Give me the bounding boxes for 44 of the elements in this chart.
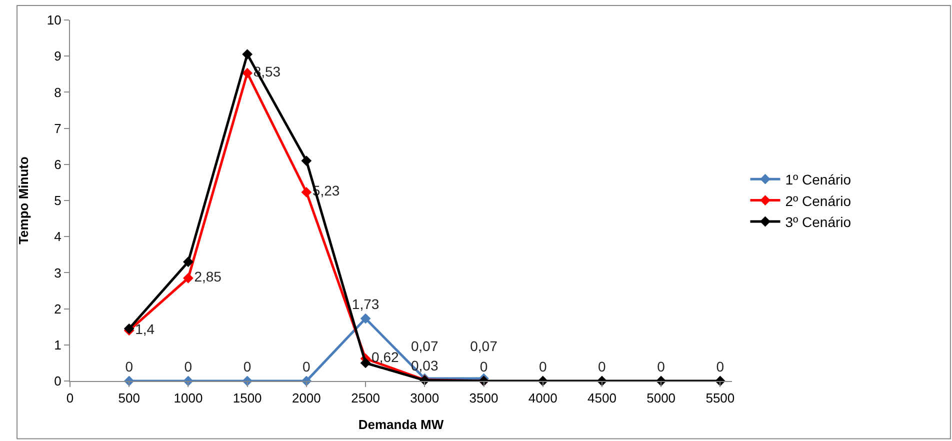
y-tick-label: 10 [46,12,62,28]
y-tick-label: 4 [54,229,62,244]
data-label: 0 [243,358,252,374]
x-tick-label: 0 [66,390,74,406]
y-tick-label: 3 [54,265,62,280]
data-label: 0 [480,358,488,374]
data-label: 1,4 [135,320,155,337]
data-label: 0 [657,358,666,374]
x-tick-label: 1500 [232,390,262,406]
x-tick-label: 4500 [588,390,616,406]
y-tick-label: 0 [54,374,62,389]
data-label: 0,03 [411,357,438,374]
legend-label: 3º Cenário [785,214,852,230]
x-tick-label: 500 [118,390,140,406]
data-label: 0 [538,358,547,374]
x-tick-label: 1000 [174,390,203,406]
x-tick-label: 2000 [292,390,321,406]
y-tick-label: 8 [54,84,62,100]
y-tick-label: 2 [54,301,62,316]
data-label: 1,73 [352,296,380,312]
data-label: 0 [125,358,134,374]
data-label: 0,07 [470,338,498,354]
data-label: 0 [598,358,606,374]
data-label: 0,62 [372,349,399,366]
data-label: 0 [184,358,192,374]
x-axis-title: Demanda MW [358,417,444,432]
x-tick-label: 3500 [469,390,498,406]
data-label: 0 [302,358,311,374]
y-tick-label: 9 [54,48,62,64]
data-label: 2,85 [194,268,222,285]
y-tick-label: 5 [54,193,62,208]
legend-label: 1º Cenário [785,172,852,188]
x-tick-label: 4000 [528,390,558,406]
y-tick-label: 6 [54,156,62,172]
x-tick-label: 2500 [351,390,380,406]
data-label: 0 [716,358,724,374]
x-tick-label: 3000 [410,390,440,406]
x-tick-label: 5500 [706,390,735,406]
y-axis-title: Tempo Minuto [16,156,31,244]
x-tick-label: 5000 [646,390,676,406]
data-label: 0,07 [411,338,438,354]
y-tick-label: 7 [54,120,62,136]
y-tick-label: 1 [54,337,62,352]
legend-label: 2º Cenário [785,192,852,209]
